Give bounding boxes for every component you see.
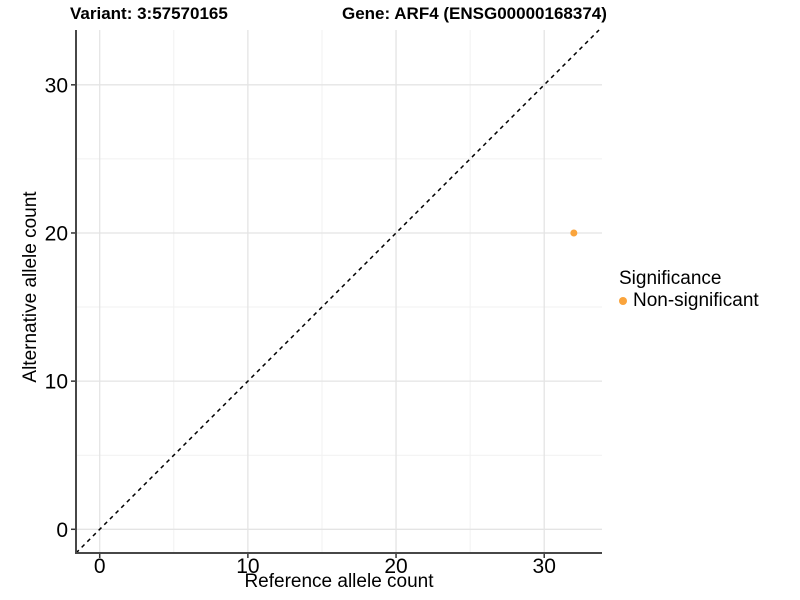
y-axis-title: Alternative allele count bbox=[20, 191, 41, 383]
legend-title: Significance bbox=[619, 268, 722, 289]
legend-item: Non-significant bbox=[619, 290, 759, 312]
x-tick-label: 10 bbox=[236, 555, 259, 578]
identity-line bbox=[75, 29, 600, 554]
x-tick-label: 30 bbox=[533, 555, 556, 578]
legend: Significance Non-significant bbox=[619, 268, 759, 312]
gene-title: Gene: ARF4 (ENSG00000168374) bbox=[342, 4, 607, 23]
legend-point-icon bbox=[619, 297, 627, 305]
variant-title: Variant: 3:57570165 bbox=[70, 4, 228, 23]
y-tick-label: 10 bbox=[45, 371, 68, 394]
y-tick-label: 0 bbox=[56, 519, 68, 542]
x-tick-label: 20 bbox=[384, 555, 407, 578]
x-tick-label: 0 bbox=[94, 555, 106, 578]
x-axis-title: Reference allele count bbox=[244, 571, 434, 592]
data-point bbox=[570, 229, 578, 237]
legend-item-label: Non-significant bbox=[633, 290, 759, 311]
y-tick-label: 20 bbox=[45, 222, 68, 245]
y-tick-label: 30 bbox=[45, 74, 68, 97]
